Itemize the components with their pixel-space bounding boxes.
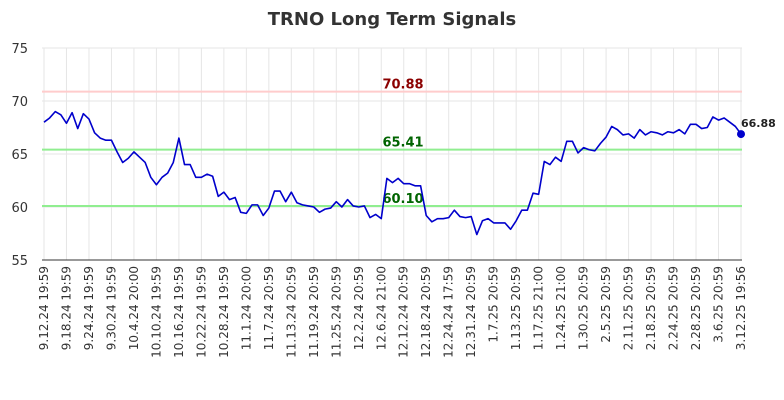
x-tick-label: 11.7.24 20:59 [262,266,276,350]
signal-label: 65.41 [382,136,423,151]
x-tick-label: 12.2.24 20:59 [352,266,366,350]
x-tick-label: 10.16.24 19:59 [172,266,186,358]
y-tick-label: 55 [11,254,28,269]
x-tick-label: 2.11.25 20:59 [622,266,636,350]
last-point-marker [737,130,745,139]
signal-label: 70.88 [382,78,423,93]
last-value-label: 66.88 [741,117,776,130]
grid-layer [42,47,742,261]
x-tick-label: 1.30.25 20:59 [577,266,591,350]
x-tick-label: 2.5.25 20:59 [599,266,613,343]
chart-title: TRNO Long Term Signals [268,9,516,30]
signal-lines: 70.88 65.41 60.10 [42,78,742,207]
x-tick-label: 10.4.24 20:00 [127,266,141,350]
x-tick-label: 9.24.24 19:59 [82,266,96,350]
x-tick-label: 12.31.24 20:59 [464,266,478,358]
axes: 55 60 65 70 75 9.12.24 19:59 9.18.24 19:59 9.24… [11,42,748,358]
x-tick-label: 9.12.24 19:59 [37,266,51,350]
y-tick-label: 60 [11,201,28,216]
x-tick-label: 12.12.24 20:59 [397,266,411,358]
x-tick-label: 12.6.24 21:00 [374,266,388,350]
x-tick-label: 10.10.24 19:59 [149,266,163,358]
x-tick-label: 10.28.24 19:59 [217,266,231,358]
series-layer: 66.88 [43,110,776,236]
x-tick-label: 2.18.25 20:59 [644,266,658,350]
x-tick-label: 11.1.24 20:00 [239,266,253,350]
x-tick-label: 2.24.25 20:59 [667,266,681,350]
signal-label: 60.10 [382,192,423,207]
x-tick-label: 10.22.24 19:59 [194,266,208,358]
x-tick-label: 11.13.24 20:59 [284,266,298,358]
x-tick-label: 2.28.25 20:59 [689,266,703,350]
x-tick-label: 1.7.25 20:59 [487,266,501,343]
x-tick-label: 9.18.24 19:59 [59,266,73,350]
x-tick-label: 12.24.24 17:59 [442,266,456,358]
series-line [43,110,742,236]
x-tick-label: 3.12.25 19:56 [734,266,748,350]
x-tick-label: 11.25.24 20:59 [329,266,343,358]
x-tick-label: 1.13.25 20:59 [509,266,523,350]
y-tick-label: 65 [11,148,28,163]
y-tick-label: 70 [11,95,28,110]
x-tick-label: 11.19.24 20:59 [307,266,321,358]
y-tick-label: 75 [11,42,28,57]
x-tick-label: 12.18.24 20:59 [419,266,433,358]
x-tick-label: 1.17.25 21:00 [532,266,546,350]
x-tick-label: 1.24.25 21:00 [554,266,568,350]
x-tick-label: 3.6.25 20:59 [712,266,726,343]
x-tick-label: 9.30.24 19:59 [104,266,118,350]
